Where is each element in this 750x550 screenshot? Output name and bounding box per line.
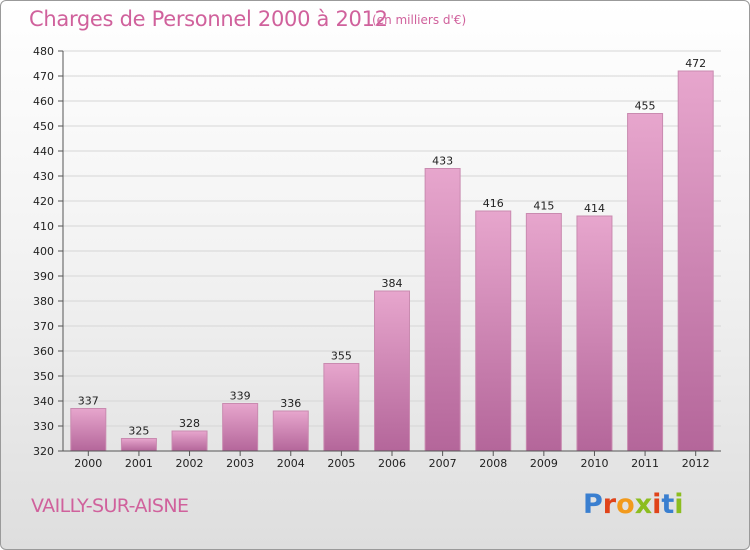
data-label-2012: 472 [685, 57, 706, 70]
data-label-2002: 328 [179, 417, 200, 430]
data-label-2001: 325 [128, 425, 149, 438]
x-tick-label-2007: 2007 [429, 457, 457, 470]
y-tick-label: 380 [33, 295, 54, 308]
x-tick-label-2006: 2006 [378, 457, 406, 470]
y-tick-label: 370 [33, 320, 54, 333]
logo-letter: r [602, 489, 617, 520]
chart-title: Charges de Personnel 2000 à 2012 [29, 7, 388, 31]
x-tick-label-2005: 2005 [327, 457, 355, 470]
x-tick-label-2011: 2011 [631, 457, 659, 470]
y-tick-label: 330 [33, 420, 54, 433]
y-tick-label: 460 [33, 95, 54, 108]
data-label-2008: 416 [483, 197, 504, 210]
bar-2008[interactable] [475, 210, 512, 452]
bars [70, 70, 714, 452]
x-tick-label-2012: 2012 [682, 457, 710, 470]
data-label-2003: 339 [230, 390, 251, 403]
x-tick-label-2002: 2002 [176, 457, 204, 470]
bar-2005[interactable] [323, 363, 360, 452]
y-tick-label: 410 [33, 220, 54, 233]
bar-2007[interactable] [424, 168, 461, 452]
axes: 320 330 340 350 360 370 380 390 400 410 420 430 440 4… [33, 45, 721, 470]
data-label-2011: 455 [635, 100, 656, 113]
bar-2000[interactable] [70, 408, 107, 452]
logo-letter: i [652, 489, 662, 520]
bar-2011[interactable] [627, 113, 664, 452]
commune-name: VAILLY-SUR-AISNE [31, 495, 189, 517]
logo-letter: x [634, 489, 653, 520]
bar-2003[interactable] [222, 403, 259, 452]
y-tick-label: 480 [33, 45, 54, 58]
logo-letter: i [674, 489, 684, 520]
bar-2006[interactable] [374, 290, 410, 452]
data-label-2006: 384 [382, 277, 403, 290]
y-tick-label: 390 [33, 270, 54, 283]
y-tick-label: 450 [33, 120, 54, 133]
y-tick-label: 320 [33, 445, 54, 458]
data-label-2010: 414 [584, 202, 605, 215]
data-label-2007: 433 [432, 155, 453, 168]
y-tick-label: 440 [33, 145, 54, 158]
logo-letter: P [583, 489, 603, 520]
x-tick-label-2003: 2003 [226, 457, 254, 470]
bar-2012[interactable] [677, 70, 714, 452]
y-tick-label: 350 [33, 370, 54, 383]
chart-subtitle: (en milliers d'€) [372, 13, 467, 27]
x-tick-label-2009: 2009 [530, 457, 558, 470]
proxiti-logo[interactable]: Proxiti [583, 489, 684, 520]
bar-2004[interactable] [272, 410, 309, 452]
bar-2009[interactable] [525, 213, 562, 452]
y-tick-label: 470 [33, 70, 54, 83]
y-tick-label: 430 [33, 170, 54, 183]
y-tick-label: 360 [33, 345, 54, 358]
logo-letter: t [661, 489, 675, 520]
y-tick-label: 340 [33, 395, 54, 408]
x-tick-label-2001: 2001 [125, 457, 153, 470]
bar-2010[interactable] [576, 215, 613, 452]
x-tick-label-2010: 2010 [580, 457, 608, 470]
x-tick-label-2004: 2004 [277, 457, 305, 470]
y-tick-label: 400 [33, 245, 54, 258]
x-tick-label-2008: 2008 [479, 457, 507, 470]
data-labels: 337 325 328 339 336 355 384 433 416 415 414 455 472 [78, 57, 706, 438]
y-tick-label: 420 [33, 195, 54, 208]
x-tick-label-2000: 2000 [74, 457, 102, 470]
bar-2001[interactable] [120, 438, 157, 452]
data-label-2005: 355 [331, 350, 352, 363]
data-label-2004: 336 [280, 397, 301, 410]
data-label-2009: 415 [533, 200, 554, 213]
data-label-2000: 337 [78, 395, 99, 408]
bar-2002[interactable] [171, 430, 208, 452]
logo-letter: o [616, 489, 635, 520]
